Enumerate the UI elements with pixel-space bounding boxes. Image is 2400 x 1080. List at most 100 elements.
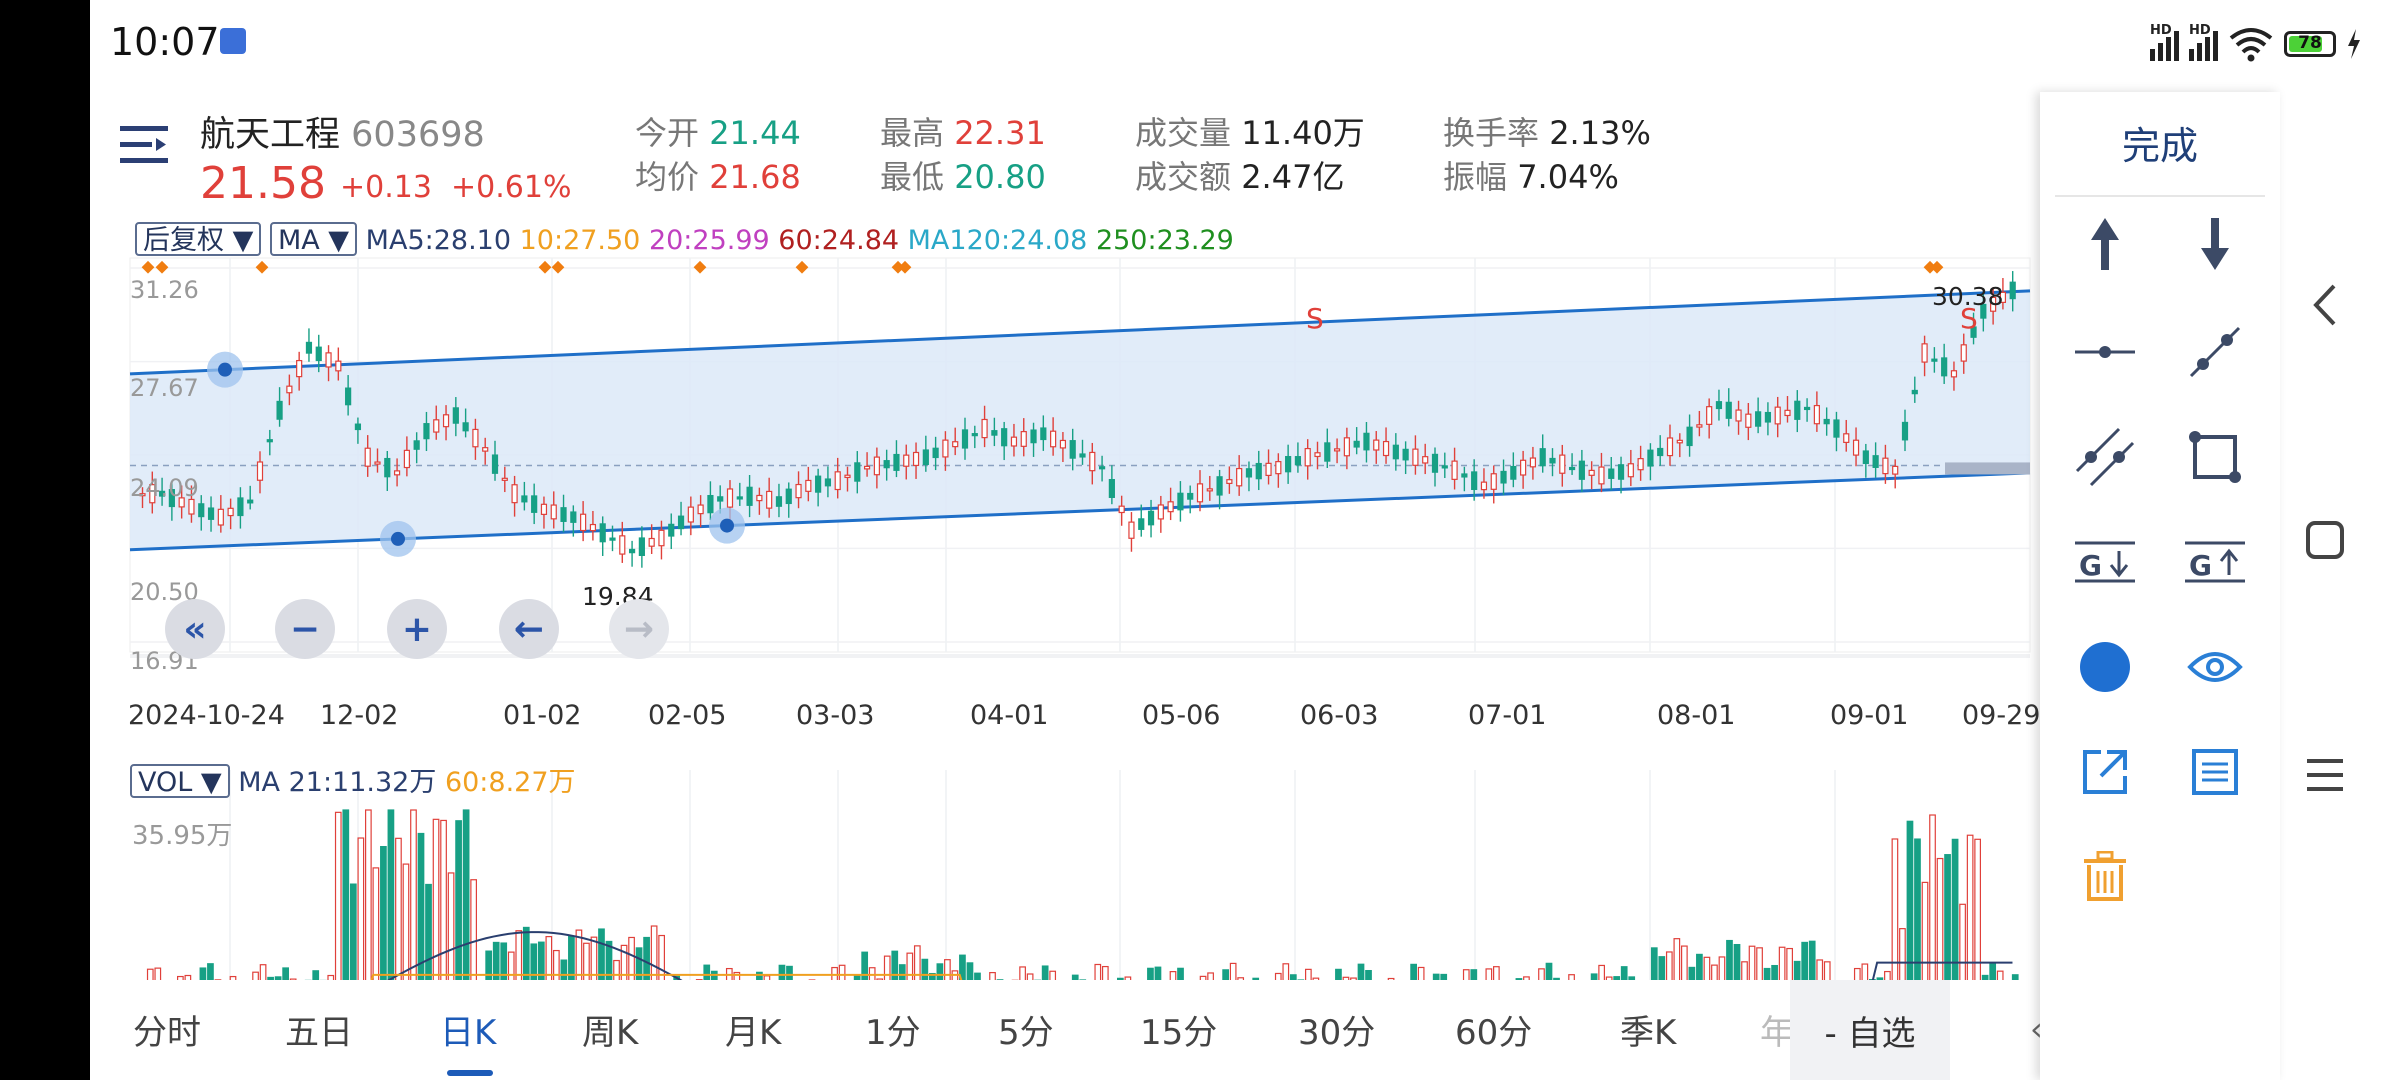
- charging-icon: [2348, 29, 2360, 59]
- candle-body: [1755, 411, 1762, 427]
- kline-chart[interactable]: [90, 210, 2040, 980]
- volume-bar: [1523, 976, 1530, 980]
- volume-bar: [1041, 965, 1049, 980]
- candle-body: [1862, 450, 1869, 465]
- trend-line-icon[interactable]: [2170, 312, 2260, 392]
- share-icon[interactable]: [2060, 732, 2150, 812]
- done-button[interactable]: 完成: [2121, 123, 2198, 168]
- list-icon[interactable]: [2170, 732, 2260, 812]
- volume-bar: [1650, 947, 1658, 980]
- tab-5min[interactable]: 5分: [998, 1013, 1054, 1053]
- candle-body: [325, 352, 332, 368]
- active-tab-indicator: [447, 1070, 493, 1076]
- candle-body: [1901, 421, 1909, 441]
- candle-body: [1402, 448, 1409, 461]
- candle-body: [912, 451, 920, 467]
- arrow-up-icon[interactable]: [2060, 204, 2150, 284]
- watchlist-button[interactable]: - 自选: [1790, 980, 1950, 1080]
- back-nav-icon[interactable]: [2290, 275, 2360, 335]
- ma-dropdown[interactable]: MA ▼: [269, 222, 358, 256]
- scroll-back-button[interactable]: ←: [499, 599, 559, 659]
- candle-body: [1529, 457, 1537, 468]
- tab-15min[interactable]: 15分: [1140, 1013, 1218, 1053]
- menu-icon[interactable]: [120, 122, 170, 170]
- tab-1min[interactable]: 1分: [865, 1013, 921, 1053]
- channel-upper-line[interactable]: [129, 289, 2031, 376]
- horizontal-line-icon[interactable]: [2060, 312, 2150, 392]
- ma5-value: MA5:28.10: [365, 225, 512, 256]
- volume-ma60-line: [370, 973, 963, 980]
- ma10-value: 10:27.50: [519, 225, 641, 256]
- candle-body: [971, 433, 978, 437]
- chevron-left-small-icon[interactable]: ‹: [2030, 1010, 2043, 1048]
- candle-body: [354, 423, 362, 431]
- volume-bar: [1665, 951, 1673, 980]
- candle-body: [452, 407, 459, 424]
- fast-back-button[interactable]: «: [165, 599, 225, 659]
- candle-body: [1108, 478, 1115, 498]
- candle-body: [207, 507, 215, 520]
- volume-bar: [1289, 974, 1297, 980]
- candle-body: [521, 495, 528, 503]
- candle-body: [1813, 404, 1820, 425]
- candle-body: [1617, 464, 1625, 480]
- visibility-icon[interactable]: [2170, 627, 2260, 707]
- gann-up-icon[interactable]: G: [2170, 522, 2260, 602]
- volume-bar: [1756, 947, 1763, 980]
- candle-body: [158, 490, 166, 497]
- volume-bar: [1793, 960, 1801, 980]
- candle-body: [1784, 409, 1791, 417]
- tab-five-day[interactable]: 五日: [285, 1013, 353, 1053]
- volume-bar: [1853, 967, 1861, 980]
- candle-body: [668, 523, 675, 537]
- tab-quarterly-k[interactable]: 季K: [1620, 1013, 1677, 1053]
- candle-body: [1236, 467, 1243, 487]
- recents-nav-icon[interactable]: [2290, 745, 2360, 805]
- zoom-in-button[interactable]: +: [387, 599, 447, 659]
- candle-body: [1774, 406, 1781, 425]
- volume-bar: [778, 964, 786, 980]
- candle-body: [1353, 440, 1360, 448]
- tab-monthly-k[interactable]: 月K: [725, 1013, 782, 1053]
- tab-yearly-k[interactable]: 年: [1760, 1013, 1794, 1053]
- trash-icon[interactable]: [2060, 837, 2150, 917]
- volume-bar: [327, 974, 335, 980]
- y-axis-label-2: 27.67: [130, 374, 199, 402]
- y-axis-label-3: 24.09: [130, 474, 199, 502]
- rectangle-icon[interactable]: [2170, 417, 2260, 497]
- parallel-channel-icon[interactable]: [2060, 417, 2150, 497]
- tab-daily-k[interactable]: 日K: [440, 1013, 497, 1053]
- arrow-down-icon[interactable]: [2170, 204, 2260, 284]
- volume-bar: [628, 936, 635, 980]
- candle-body: [1069, 440, 1076, 459]
- volume-bar: [2011, 974, 2019, 980]
- candle-body: [1568, 466, 1576, 471]
- volume-bar: [282, 967, 290, 980]
- volume-bar: [1071, 974, 1079, 980]
- candle-body: [1990, 296, 1997, 312]
- volume-bar: [1741, 961, 1748, 980]
- volume-dropdown[interactable]: VOL ▼: [130, 764, 230, 798]
- tab-intraday[interactable]: 分时: [133, 1013, 201, 1053]
- tab-30min[interactable]: 30分: [1298, 1013, 1376, 1053]
- candle-body: [550, 504, 557, 520]
- scroll-forward-button[interactable]: →: [609, 599, 669, 659]
- candle-body: [2009, 281, 2016, 300]
- volume-bar: [1252, 977, 1260, 980]
- gann-down-icon[interactable]: G: [2060, 522, 2150, 602]
- home-nav-icon[interactable]: [2290, 510, 2360, 570]
- volume-bar: [876, 978, 884, 980]
- volume-bar: [913, 945, 921, 980]
- candle-body: [961, 429, 969, 449]
- candle-body: [1715, 401, 1723, 410]
- zoom-out-button[interactable]: −: [275, 599, 335, 659]
- tab-weekly-k[interactable]: 周K: [582, 1013, 639, 1053]
- candle-body: [482, 447, 489, 452]
- stock-name: 航天工程 603698: [200, 115, 485, 155]
- color-dot-icon[interactable]: [2060, 627, 2150, 707]
- volume-bar: [786, 965, 793, 980]
- adjust-dropdown[interactable]: 后复权 ▼: [135, 222, 262, 256]
- tab-60min[interactable]: 60分: [1455, 1013, 1533, 1053]
- channel-anchors[interactable]: [207, 351, 745, 557]
- channel-lower-line[interactable]: [129, 471, 2031, 552]
